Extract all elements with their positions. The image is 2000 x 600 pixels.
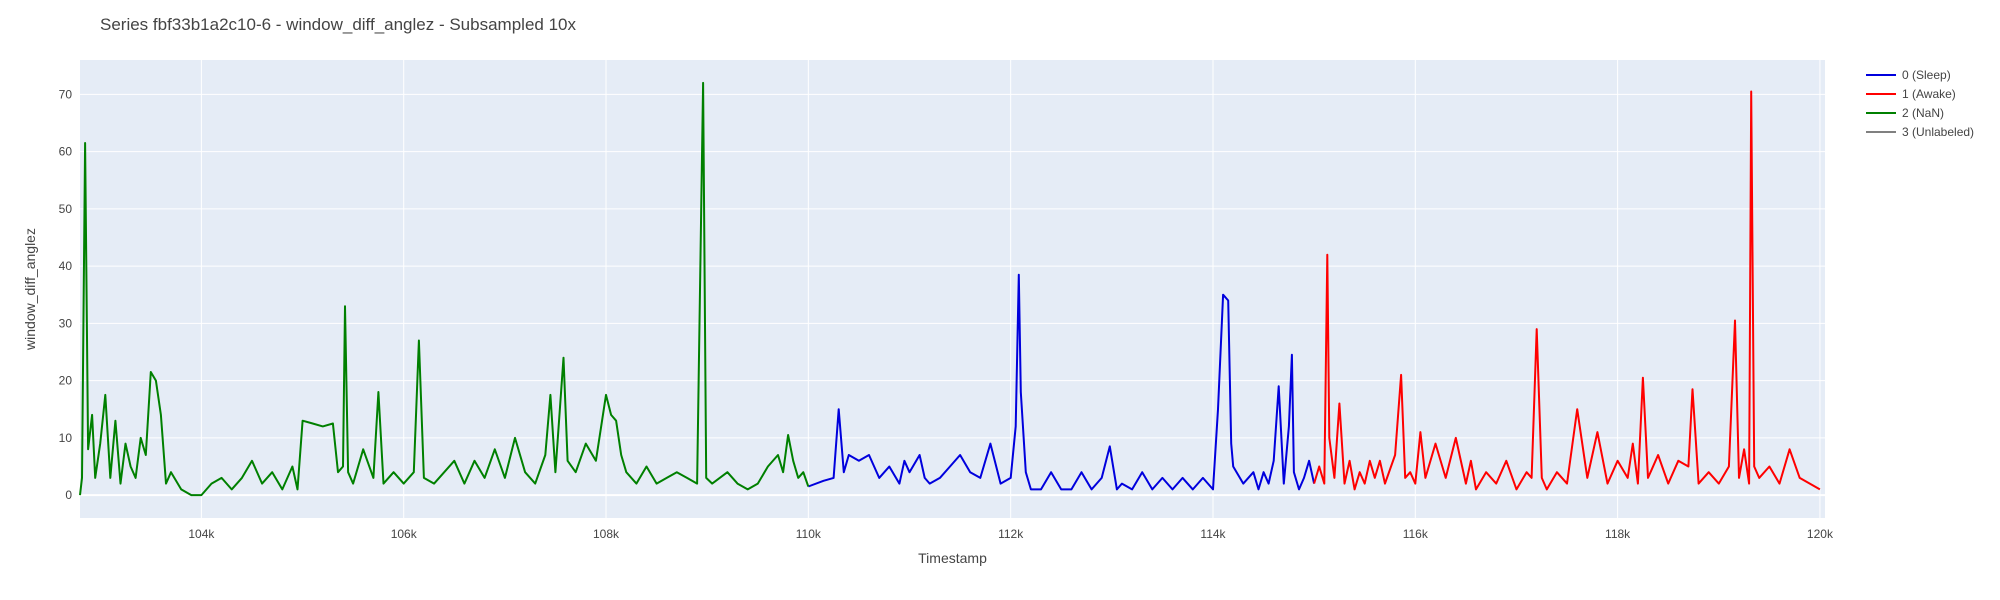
series-line-1 (1313, 90, 1821, 491)
y-tick-label: 20 (59, 374, 73, 388)
x-tick-label: 106k (391, 527, 418, 541)
legend-item-2[interactable]: 2 (NaN) (1866, 106, 1944, 120)
legend[interactable]: 0 (Sleep) 1 (Awake) 2 (NaN) 3 (Unlabeled) (1866, 68, 1974, 139)
chart-title: Series fbf33b1a2c10-6 - window_diff_angl… (100, 15, 576, 34)
x-tick-label: 118k (1605, 527, 1631, 541)
x-tick-label: 104k (188, 527, 215, 541)
y-tick-label: 10 (59, 431, 73, 445)
tick-labels: 104k 106k 108k 110k 112k 114k 116k 118k 120k 0 10 2… (59, 87, 1834, 541)
x-tick-label: 108k (593, 527, 620, 541)
legend-label: 1 (Awake) (1902, 87, 1956, 101)
legend-label: 3 (Unlabeled) (1902, 125, 1974, 139)
series-line-0 (807, 273, 1316, 491)
y-tick-label: 50 (59, 202, 73, 216)
legend-item-3[interactable]: 3 (Unlabeled) (1866, 125, 1974, 139)
x-tick-label: 116k (1403, 527, 1429, 541)
y-tick-label: 70 (59, 87, 73, 101)
y-tick-label: 60 (59, 145, 73, 159)
x-tick-label: 110k (796, 527, 822, 541)
x-tick-label: 120k (1807, 527, 1834, 541)
y-axis-title: window_diff_anglez (22, 228, 38, 351)
plot-area (80, 60, 1825, 518)
y-tick-label: 40 (59, 259, 73, 273)
y-tick-label: 30 (59, 316, 73, 330)
y-tick-label: 0 (65, 488, 72, 502)
legend-label: 0 (Sleep) (1902, 68, 1951, 82)
x-axis-title: Timestamp (918, 550, 987, 566)
legend-item-0[interactable]: 0 (Sleep) (1866, 68, 1951, 82)
x-tick-label: 112k (998, 527, 1024, 541)
legend-item-1[interactable]: 1 (Awake) (1866, 87, 1956, 101)
gridlines (80, 60, 1825, 518)
legend-label: 2 (NaN) (1902, 106, 1944, 120)
x-tick-label: 114k (1200, 527, 1226, 541)
series-line-2 (79, 81, 810, 497)
series-lines (79, 81, 1821, 497)
